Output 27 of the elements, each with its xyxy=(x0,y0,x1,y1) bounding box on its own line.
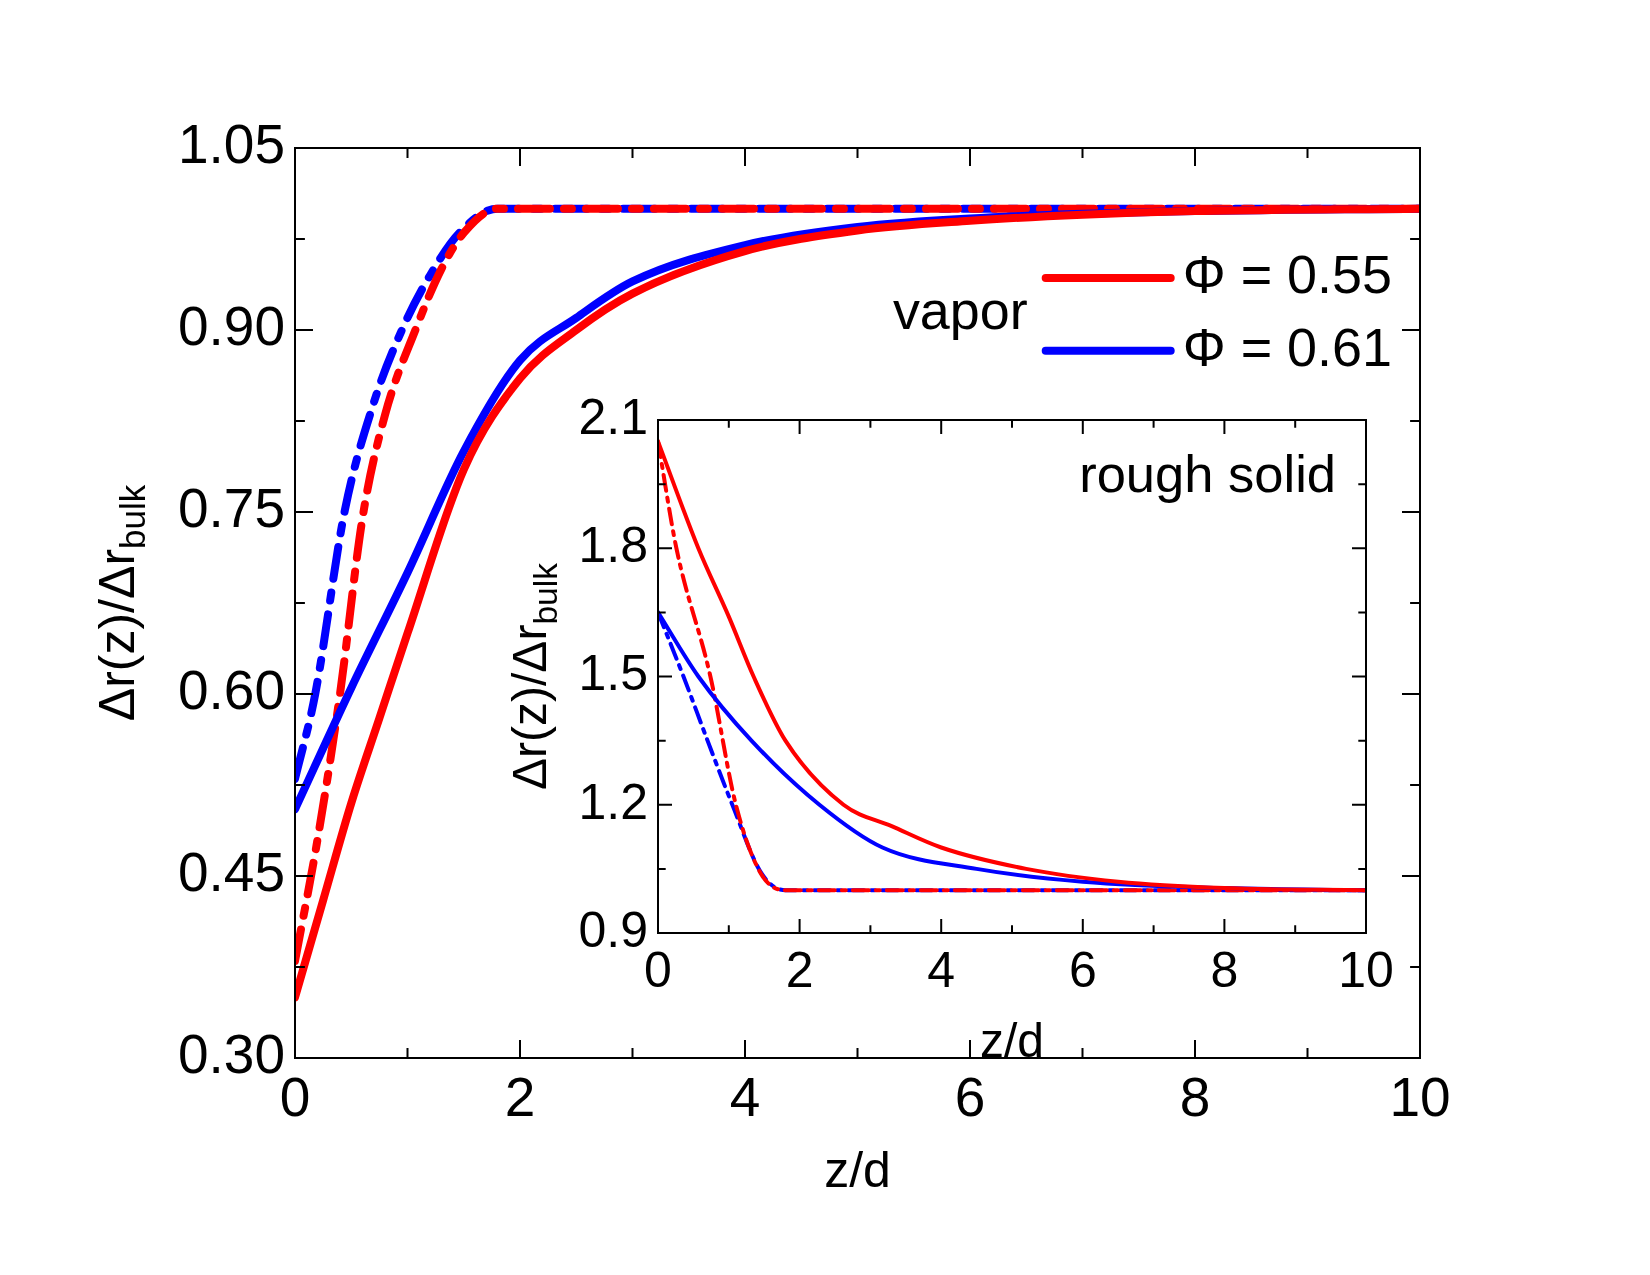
x-tick-label: 6 xyxy=(1068,941,1097,998)
y-tick-label: 1.05 xyxy=(177,113,285,176)
x-tick-label: 4 xyxy=(927,941,956,998)
x-axis-title: z/d xyxy=(979,1013,1045,1067)
y-tick-label: 0.45 xyxy=(177,841,285,904)
x-tick-label: 2 xyxy=(785,941,814,998)
annotation: vapor xyxy=(892,280,1028,341)
y-tick-label: 0.60 xyxy=(177,659,285,722)
x-tick-label: 6 xyxy=(954,1066,986,1129)
legend-label: Φ = 0.61 xyxy=(1182,316,1393,377)
y-axis-title: Δr(z)/Δrbulk xyxy=(503,562,564,790)
y-axis-title: Δr(z)/Δrbulk xyxy=(88,484,152,722)
y-tick-label: 1.8 xyxy=(578,517,648,574)
y-tick-label: 2.1 xyxy=(578,388,648,445)
x-tick-label: 4 xyxy=(729,1066,761,1129)
y-tick-label: 0.75 xyxy=(177,477,285,540)
x-tick-label: 8 xyxy=(1179,1066,1211,1129)
x-axis-title: z/d xyxy=(824,1141,891,1198)
y-tick-label: 1.5 xyxy=(578,645,648,702)
x-tick-label: 10 xyxy=(1389,1066,1451,1129)
x-tick-label: 10 xyxy=(1338,941,1394,998)
y-tick-label: 1.2 xyxy=(578,773,648,830)
annotation: rough solid xyxy=(1079,444,1336,504)
legend-label: Φ = 0.55 xyxy=(1182,243,1393,304)
y-tick-label: 0.90 xyxy=(177,295,285,358)
x-tick-label: 8 xyxy=(1210,941,1239,998)
x-tick-label: 2 xyxy=(504,1066,536,1129)
